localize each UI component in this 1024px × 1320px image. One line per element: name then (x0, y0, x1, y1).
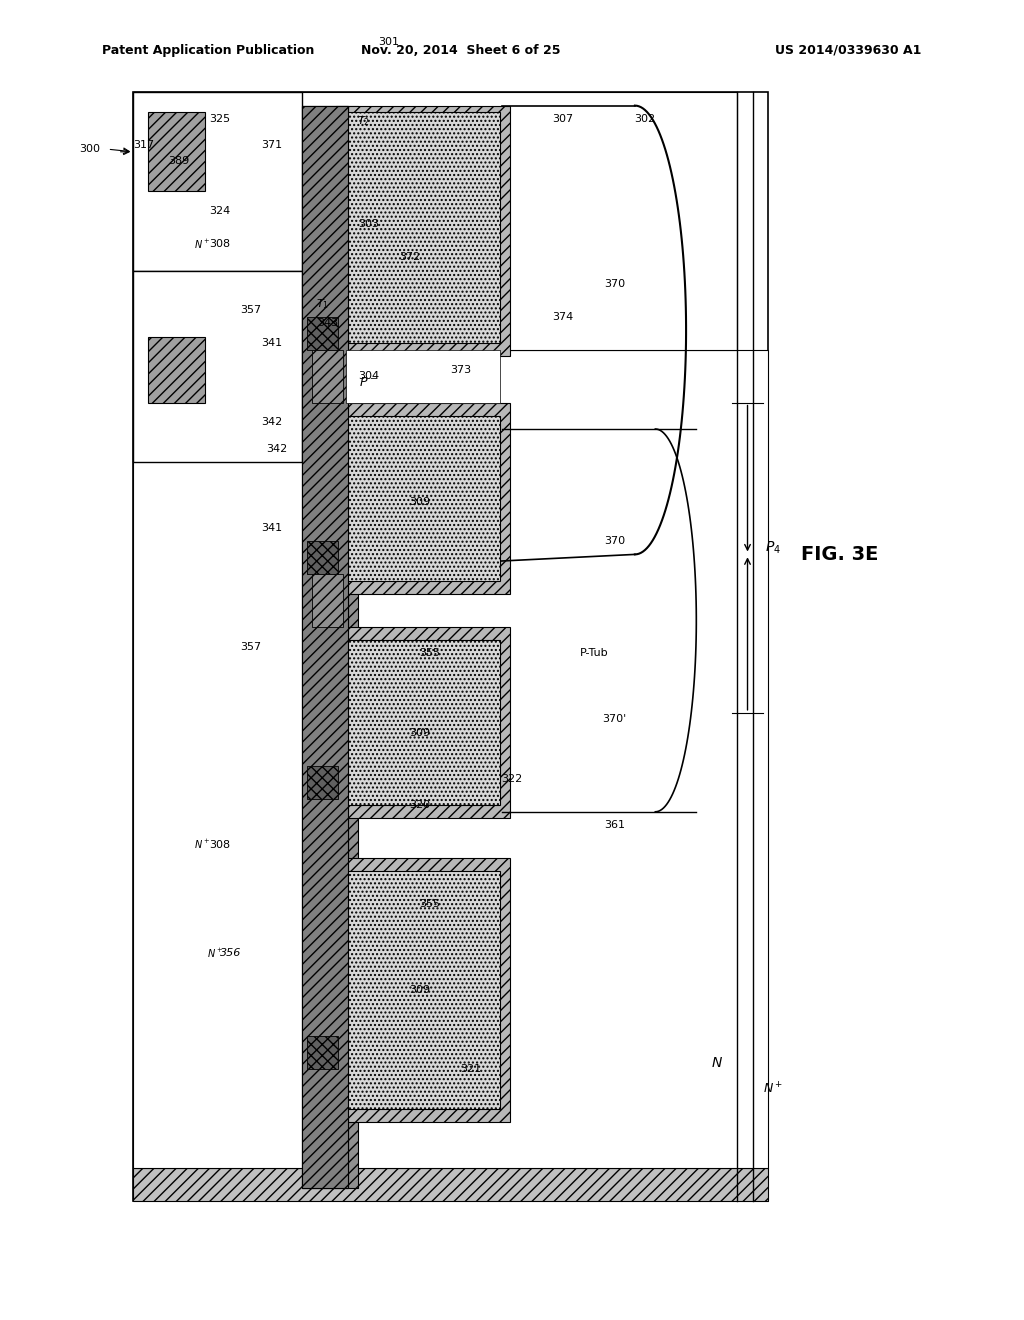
Text: 307: 307 (553, 114, 573, 124)
Text: $P^-$: $P^-$ (359, 376, 378, 389)
Bar (148, 112, 205, 191)
Text: $N^+$: $N^+$ (194, 838, 210, 851)
Text: 373: 373 (451, 364, 471, 375)
Bar (302, 106, 348, 1188)
Text: 357: 357 (241, 305, 261, 315)
Bar (312, 568, 358, 587)
Text: 303: 303 (358, 219, 379, 230)
Text: $P_4$: $P_4$ (765, 540, 781, 556)
Text: 342: 342 (261, 417, 282, 428)
Text: $N^+$: $N^+$ (207, 946, 223, 960)
Bar (346, 871, 500, 1109)
Text: 372: 372 (399, 252, 420, 263)
Text: 389: 389 (169, 156, 189, 166)
Text: $T_2$: $T_2$ (357, 115, 370, 128)
Text: 370': 370' (602, 714, 627, 725)
Bar (336, 858, 510, 1122)
Bar (307, 766, 338, 799)
Text: 325: 325 (210, 114, 230, 124)
Text: 322: 322 (502, 774, 522, 784)
Bar (133, 92, 768, 1201)
Text: 309: 309 (410, 496, 430, 507)
Text: Nov. 20, 2014  Sheet 6 of 25: Nov. 20, 2014 Sheet 6 of 25 (361, 44, 560, 57)
Text: 324: 324 (210, 206, 230, 216)
Text: $N^+$: $N^+$ (194, 238, 210, 251)
Text: 361: 361 (604, 820, 625, 830)
Bar (133, 92, 737, 350)
Bar (343, 139, 492, 356)
Text: 308: 308 (210, 840, 230, 850)
Bar (302, 106, 358, 1188)
Bar (133, 271, 302, 462)
Text: 374: 374 (553, 312, 573, 322)
Text: $N^+$: $N^+$ (763, 1081, 783, 1097)
Bar (336, 403, 510, 594)
Bar (312, 574, 343, 627)
Text: 320: 320 (410, 800, 430, 810)
Bar (133, 350, 768, 1168)
Bar (133, 1168, 768, 1201)
Text: 321: 321 (461, 1064, 481, 1074)
Bar (148, 337, 205, 403)
Text: 317: 317 (133, 140, 154, 150)
Bar (346, 640, 500, 805)
Text: 356: 356 (220, 948, 241, 958)
Bar (346, 350, 500, 403)
Text: 302: 302 (635, 114, 655, 124)
Text: 371: 371 (261, 140, 282, 150)
Text: 341: 341 (261, 523, 282, 533)
Text: 301: 301 (379, 37, 399, 48)
Text: $N$: $N$ (711, 1056, 723, 1069)
Bar (336, 106, 510, 356)
Bar (336, 627, 510, 818)
Text: 342: 342 (266, 444, 287, 454)
Bar (307, 317, 338, 350)
Bar (133, 92, 302, 271)
Bar (346, 112, 500, 343)
Text: US 2014/0339630 A1: US 2014/0339630 A1 (775, 44, 922, 57)
Bar (346, 416, 500, 581)
Text: 355: 355 (420, 648, 440, 659)
Text: P-Tub: P-Tub (580, 648, 608, 659)
Text: 309: 309 (410, 727, 430, 738)
Text: Patent Application Publication: Patent Application Publication (102, 44, 314, 57)
Text: $T_1$: $T_1$ (316, 297, 329, 310)
Bar (302, 106, 348, 1188)
Text: 304: 304 (358, 371, 379, 381)
Text: FIG. 3E: FIG. 3E (801, 545, 879, 564)
Text: 370: 370 (604, 279, 625, 289)
Text: 343: 343 (317, 318, 338, 329)
Text: 355: 355 (420, 899, 440, 909)
Text: 341: 341 (261, 338, 282, 348)
Text: 357: 357 (241, 642, 261, 652)
Text: 309: 309 (410, 985, 430, 995)
Bar (307, 1036, 338, 1069)
Text: 308: 308 (210, 239, 230, 249)
Bar (312, 350, 343, 403)
Text: 370: 370 (604, 536, 625, 546)
Text: 300: 300 (80, 144, 100, 154)
Bar (307, 541, 338, 574)
